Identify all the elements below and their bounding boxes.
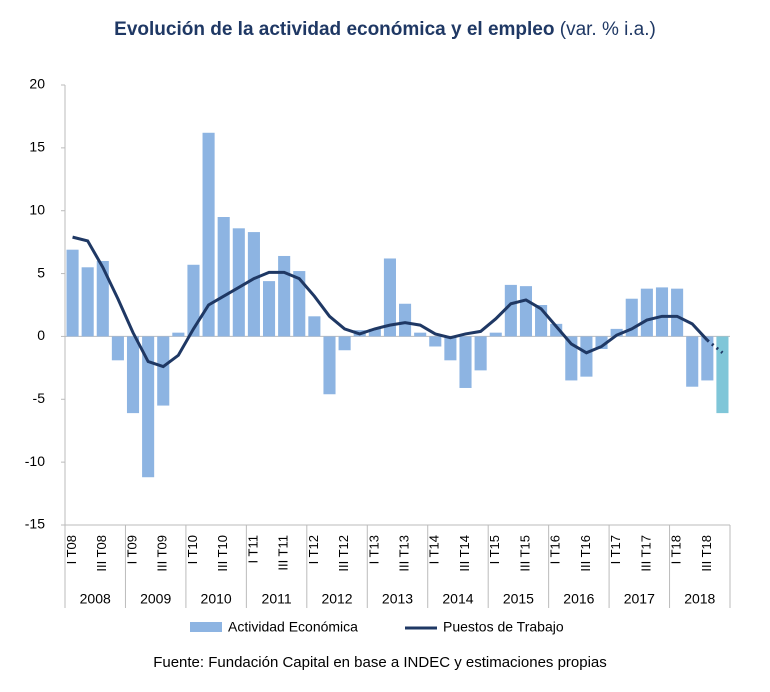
bar xyxy=(444,336,457,361)
bar xyxy=(640,288,653,337)
group-label: 2016 xyxy=(563,591,594,607)
bar xyxy=(157,336,170,406)
x-tick-label: III T16 xyxy=(578,535,593,572)
bar xyxy=(293,271,306,337)
bar xyxy=(610,328,623,337)
bar xyxy=(172,332,185,337)
group-label: 2011 xyxy=(262,591,292,607)
bar xyxy=(716,336,729,414)
y-tick-label: 20 xyxy=(29,76,45,92)
bar xyxy=(111,336,124,361)
source: Fuente: Fundación Capital en base a INDE… xyxy=(153,654,607,671)
bar xyxy=(701,336,714,381)
bar xyxy=(474,336,487,371)
chart-title-group: Evolución de la actividad económica y el… xyxy=(114,19,656,40)
x-tick-label: III T12 xyxy=(336,535,351,572)
bar xyxy=(550,323,563,337)
chart-title: Evolución de la actividad económica y el… xyxy=(114,19,554,40)
bar xyxy=(338,336,351,351)
bar xyxy=(96,261,109,337)
bar xyxy=(399,303,412,337)
bar xyxy=(429,336,442,347)
group-label: 2010 xyxy=(201,591,232,607)
bar xyxy=(671,288,684,337)
group-label: 2008 xyxy=(80,591,111,607)
x-tick-label: I T16 xyxy=(548,535,563,564)
bar xyxy=(81,267,94,337)
x-tick-label: I T13 xyxy=(366,535,381,564)
bar xyxy=(202,132,215,337)
x-tick-label: I T10 xyxy=(185,535,200,564)
x-tick-label: III T11 xyxy=(276,535,291,571)
bar xyxy=(383,258,396,337)
bar xyxy=(686,336,699,387)
x-tick-label: III T10 xyxy=(215,535,230,572)
bar xyxy=(308,316,321,337)
bar xyxy=(655,287,669,337)
bar xyxy=(580,336,593,377)
group-label: 2014 xyxy=(442,591,473,607)
bar xyxy=(66,249,79,337)
x-tick-label: I T12 xyxy=(306,535,321,564)
x-tick-label: III T14 xyxy=(457,535,472,572)
x-tick-label: III T18 xyxy=(699,535,714,572)
bar xyxy=(323,336,336,395)
y-tick-label: -10 xyxy=(25,453,45,469)
bar xyxy=(217,217,230,337)
bar xyxy=(504,284,517,337)
x-tick-label: I T17 xyxy=(608,535,623,564)
bar xyxy=(187,264,200,337)
x-tick-label: I T09 xyxy=(124,535,139,564)
y-tick-label: 0 xyxy=(37,327,45,343)
line xyxy=(72,235,709,369)
x-tick-label: I T14 xyxy=(427,535,442,564)
x-tick-label: III T17 xyxy=(638,535,653,572)
x-tick-label: III T13 xyxy=(396,535,411,572)
y-tick-label: 10 xyxy=(29,201,45,217)
bar xyxy=(126,336,140,414)
group-label: 2009 xyxy=(140,591,171,607)
group-label: 2012 xyxy=(321,591,352,607)
legend-swatch xyxy=(190,622,222,632)
x-tick-label: I T15 xyxy=(487,535,502,564)
group-label: 2013 xyxy=(382,591,413,607)
bar xyxy=(278,255,291,337)
legend-label: Actividad Económica xyxy=(228,619,358,635)
legend-label: Puestos de Trabajo xyxy=(443,619,564,635)
x-tick-label: III T08 xyxy=(94,535,109,572)
x-tick-label: I T18 xyxy=(669,535,684,564)
bar xyxy=(489,332,502,337)
bar xyxy=(142,336,155,478)
y-tick-label: -5 xyxy=(33,390,46,406)
bar xyxy=(368,328,381,337)
group-label: 2017 xyxy=(624,591,655,607)
x-tick-label: III T15 xyxy=(517,535,532,572)
x-tick-label: III T09 xyxy=(155,535,170,572)
bar xyxy=(459,336,472,388)
y-tick-label: -15 xyxy=(25,516,45,532)
bar xyxy=(247,232,260,337)
x-tick-label: I T11 xyxy=(245,535,260,563)
bar xyxy=(232,228,245,337)
chart-subtitle: (var. % i.a.) xyxy=(560,19,656,40)
bar xyxy=(519,286,533,337)
bar xyxy=(414,332,427,337)
y-tick-label: 5 xyxy=(37,264,45,280)
group-label: 2018 xyxy=(684,591,715,607)
bar xyxy=(262,281,276,337)
x-tick-label: I T08 xyxy=(64,535,79,564)
group-label: 2015 xyxy=(503,591,534,607)
y-tick-label: 15 xyxy=(29,139,45,155)
